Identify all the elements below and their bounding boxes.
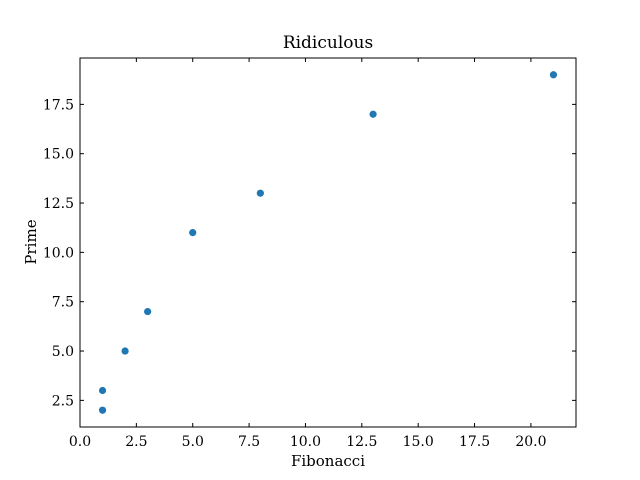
y-axis-label: Prime [22,219,40,264]
y-tick-label: 12.5 [43,196,74,212]
x-tick-label: 0.0 [69,434,91,450]
x-tick-label: 20.0 [515,434,546,450]
y-tick-label: 5.0 [52,344,74,360]
plot-area: 0.0 2.5 5.0 7.5 10.0 12.5 15.0 17.5 20.0 2.5 5.0 7… [43,57,577,450]
data-point [98,386,107,395]
data-point [98,406,107,414]
y-axis: 2.5 5.0 7.5 10.0 12.5 15.0 17.5 [43,97,576,409]
y-tick-label: 2.5 [52,393,74,409]
data-point [144,307,152,316]
y-tick-label: 7.5 [52,295,74,311]
x-tick-label: 17.5 [459,434,490,450]
x-tick-label: 5.0 [182,434,204,450]
x-tick-label: 2.5 [125,434,147,450]
axes-frame [79,57,577,428]
data-point [256,189,264,197]
data-points [98,71,558,414]
chart-title: Ridiculous [283,33,373,53]
x-tick-label: 10.0 [290,434,321,450]
x-tick-label: 12.5 [346,434,377,450]
data-point [189,229,197,237]
x-axis: 0.0 2.5 5.0 7.5 10.0 12.5 15.0 17.5 20.0 [69,58,546,450]
data-point [369,110,377,118]
y-tick-label: 15.0 [43,147,74,163]
data-point [549,71,558,79]
x-axis-label: Fibonacci [291,452,365,470]
y-tick-label: 10.0 [43,245,74,261]
x-tick-label: 7.5 [238,434,260,450]
y-tick-label: 17.5 [43,97,74,113]
x-tick-label: 15.0 [403,434,434,450]
data-point [121,347,129,355]
